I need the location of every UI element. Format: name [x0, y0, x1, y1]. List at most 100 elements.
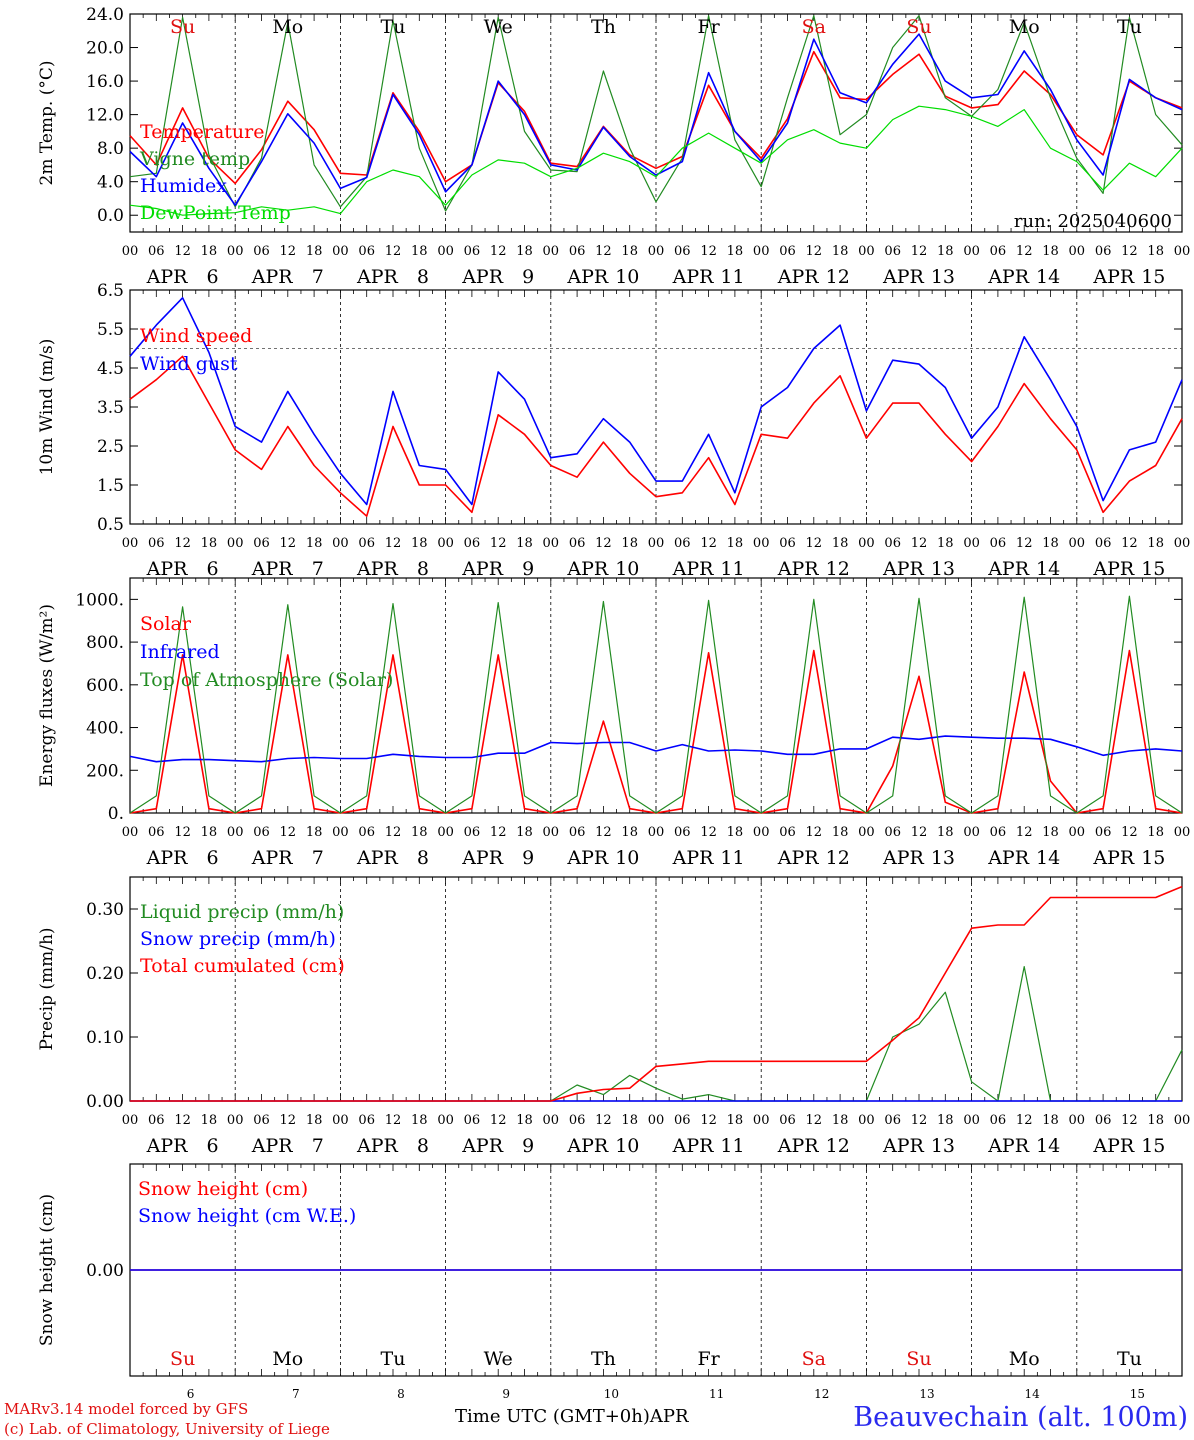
y-tick-label: 20.0 — [86, 39, 124, 59]
legend-entry: Wind gust — [140, 353, 238, 375]
date-day-label: 9 — [522, 266, 534, 288]
hour-label: 18 — [516, 825, 533, 840]
y-tick-label: 0.00 — [86, 1261, 124, 1281]
hour-label: 00 — [1174, 244, 1191, 259]
date-day-label: 15 — [1141, 266, 1165, 288]
hour-label: 00 — [858, 536, 875, 551]
hour-label: 12 — [1121, 825, 1138, 840]
hour-label: 06 — [358, 536, 375, 551]
date-month-label: APR — [566, 1135, 609, 1157]
hour-label: 00 — [753, 1113, 770, 1128]
date-month-label: APR — [461, 266, 504, 288]
hour-label: 06 — [884, 244, 901, 259]
hour-label: 18 — [411, 1113, 428, 1128]
hour-label: 00 — [227, 825, 244, 840]
hour-label: 18 — [411, 536, 428, 551]
date-month-label: APR — [882, 266, 925, 288]
date-month-label: APR — [461, 847, 504, 869]
hour-label: 18 — [727, 244, 744, 259]
hour-label: 00 — [122, 244, 139, 259]
hour-label: 18 — [411, 825, 428, 840]
date-day-label: 7 — [312, 1135, 324, 1157]
weekday-label: Su — [170, 1348, 195, 1370]
date-month-label: APR — [672, 266, 715, 288]
y-axis-label: 2m Temp. (°C) — [37, 60, 57, 185]
hour-label: 18 — [201, 825, 218, 840]
hour-label: 06 — [674, 1113, 691, 1128]
weekday-label: We — [484, 16, 513, 38]
hour-label: 06 — [990, 1113, 1007, 1128]
hour-label: 18 — [727, 536, 744, 551]
hour-label: 00 — [437, 825, 454, 840]
hour-label: 06 — [569, 825, 586, 840]
date-day-label: 14 — [1036, 1135, 1060, 1157]
y-tick-label: 2.5 — [97, 437, 124, 457]
date-day-label: 10 — [615, 558, 639, 580]
hour-label: 00 — [227, 536, 244, 551]
date-month-label: APR — [566, 558, 609, 580]
hour-label: 00 — [122, 1113, 139, 1128]
panel-3: 0. 200. 400. 600. 800. 1000. Energy fluxes (W/… — [37, 577, 1190, 869]
date-month-label: APR — [356, 558, 399, 580]
date-day-label: 12 — [826, 266, 850, 288]
hour-label: 06 — [674, 825, 691, 840]
hour-label: 12 — [174, 536, 191, 551]
hour-label: 12 — [806, 1113, 823, 1128]
date-day-label: 7 — [312, 558, 324, 580]
date-month-label: APR — [461, 558, 504, 580]
y-tick-label: 16.0 — [86, 72, 124, 92]
date-day-label: 9 — [522, 558, 534, 580]
y-tick-label: 1000. — [75, 590, 124, 610]
weekday-label: Th — [591, 1348, 616, 1370]
date-day-label: 15 — [1141, 847, 1165, 869]
date-day-label: 12 — [826, 847, 850, 869]
hour-label: 12 — [490, 244, 507, 259]
date-month-label: APR — [1092, 1135, 1135, 1157]
series-line — [130, 885, 1183, 1102]
date-month-label: APR — [1092, 558, 1135, 580]
y-axis-label: Snow height (cm) — [37, 1194, 57, 1346]
y-tick-label: 0.00 — [86, 1092, 124, 1112]
hour-label: 06 — [990, 536, 1007, 551]
hour-label: 06 — [464, 1113, 481, 1128]
y-tick-label: 8.0 — [97, 139, 124, 159]
hour-label: 12 — [700, 244, 717, 259]
hour-label: 06 — [253, 825, 270, 840]
date-day-label: 6 — [207, 847, 219, 869]
y-tick-label: 0.10 — [86, 1028, 124, 1048]
hour-label: 18 — [727, 825, 744, 840]
hour-label: 12 — [700, 1113, 717, 1128]
date-day-label: 11 — [720, 847, 744, 869]
date-day-label: 12 — [826, 558, 850, 580]
series-line — [129, 595, 1183, 814]
hour-label: 06 — [990, 825, 1007, 840]
date-day-label: 6 — [207, 1135, 219, 1157]
run-label: run: 2025040600 — [1014, 211, 1172, 232]
hour-label: 12 — [1016, 1113, 1033, 1128]
date-number-label: 14 — [1025, 1387, 1041, 1401]
date-month-label: APR — [146, 558, 189, 580]
hour-label: 18 — [201, 1113, 218, 1128]
date-day-label: 13 — [931, 266, 955, 288]
hour-label: 18 — [832, 1113, 849, 1128]
hour-label: 12 — [911, 244, 928, 259]
date-month-label: APR — [672, 558, 715, 580]
hour-label: 06 — [884, 825, 901, 840]
y-tick-label: 4.5 — [97, 359, 124, 379]
weekday-label: Sa — [802, 1348, 826, 1370]
hour-label: 18 — [937, 825, 954, 840]
hour-label: 12 — [280, 536, 297, 551]
hour-label: 18 — [1042, 825, 1059, 840]
hour-label: 18 — [621, 244, 638, 259]
y-axis-label: Energy fluxes (W/m²) — [37, 604, 57, 787]
hour-label: 18 — [1042, 1113, 1059, 1128]
hour-label: 18 — [727, 1113, 744, 1128]
y-axis-label: Precip (mm/h) — [37, 927, 57, 1050]
time-axis-label: Time UTC (GMT+0h)APR — [455, 1406, 689, 1427]
date-month-label: APR — [672, 847, 715, 869]
hour-label: 12 — [1121, 1113, 1138, 1128]
weekday-label: Mo — [272, 16, 303, 38]
date-number-label: 13 — [919, 1387, 934, 1401]
hour-label: 06 — [1095, 536, 1112, 551]
date-month-label: APR — [987, 1135, 1030, 1157]
